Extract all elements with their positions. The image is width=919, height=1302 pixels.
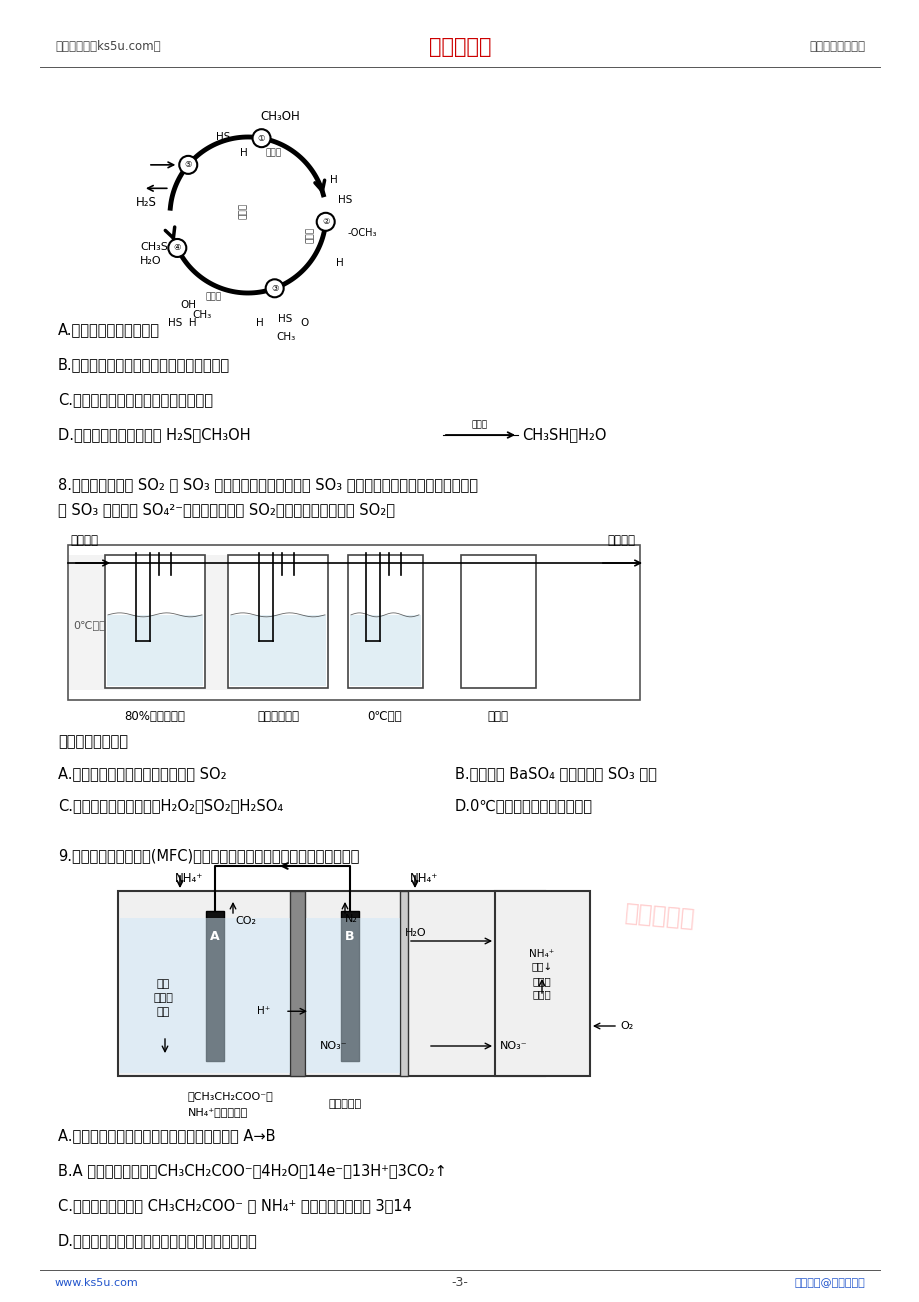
Text: H: H — [335, 258, 344, 268]
Text: CH₃OH: CH₃OH — [260, 111, 300, 124]
Text: www.ks5u.com: www.ks5u.com — [55, 1279, 139, 1288]
Text: CH₃: CH₃ — [192, 310, 211, 320]
Bar — [118, 891, 544, 1075]
Circle shape — [316, 212, 335, 230]
Text: 收 SO₃ 并转化为 SO₄²⁻，也可溶解少量 SO₂。实验中应尽快除去 SO₂。: 收 SO₃ 并转化为 SO₄²⁻，也可溶解少量 SO₂。实验中应尽快除去 SO₂… — [58, 503, 394, 517]
Text: H: H — [240, 148, 247, 158]
Circle shape — [266, 280, 283, 297]
Bar — [341, 911, 358, 1061]
Text: HS: HS — [337, 195, 352, 204]
Text: D.移去质子交换膜，可提高厌氧微生物电极的性能: D.移去质子交换膜，可提高厌氧微生物电极的性能 — [58, 1233, 257, 1249]
Text: ④: ④ — [174, 243, 181, 253]
Text: ②: ② — [322, 217, 329, 227]
Text: 9.利用微生物燃料电池(MFC)处理氨氮废水原理如图。下列叙述正确的是: 9.利用微生物燃料电池(MFC)处理氨氮废水原理如图。下列叙述正确的是 — [58, 849, 359, 863]
Circle shape — [253, 129, 270, 147]
Text: H: H — [330, 174, 337, 185]
Text: 高考资源网（ks5u.com）: 高考资源网（ks5u.com） — [55, 40, 161, 53]
Text: B.A 极的电极反应式：CH₃CH₂COO⁻＋4H₂O－14e⁻＝13H⁺＋3CO₂↑: B.A 极的电极反应式：CH₃CH₂COO⁻＋4H₂O－14e⁻＝13H⁺＋3C… — [58, 1164, 447, 1178]
Text: 含CH₃CH₂COO⁻和: 含CH₃CH₂COO⁻和 — [187, 1091, 274, 1101]
Text: CH₃: CH₃ — [276, 332, 295, 342]
Bar — [230, 615, 325, 686]
Text: H₂O: H₂O — [140, 256, 162, 266]
Text: 干燥剂: 干燥剂 — [487, 710, 508, 723]
Text: 催化剂: 催化剂 — [305, 227, 314, 242]
Text: -3-: -3- — [451, 1276, 468, 1289]
Text: B: B — [345, 930, 355, 943]
Text: B.通过测定 BaSO₄ 的质量检测 SO₃ 含量: B.通过测定 BaSO₄ 的质量检测 SO₃ 含量 — [455, 767, 656, 781]
Text: HS  H: HS H — [168, 318, 197, 328]
Text: OH: OH — [180, 299, 196, 310]
Bar — [400, 891, 407, 1075]
Text: A.用空气吹出异丙醇溶液中溶解的 SO₂: A.用空气吹出异丙醇溶液中溶解的 SO₂ — [58, 767, 226, 781]
Text: 质子交换膜: 质子交换膜 — [328, 1099, 361, 1109]
Circle shape — [168, 240, 187, 256]
Text: 厌氧
微生物
电极: 厌氧 微生物 电极 — [153, 979, 173, 1017]
Bar — [347, 555, 423, 687]
Text: CO₂: CO₂ — [234, 917, 255, 926]
Text: 0℃冰浴: 0℃冰浴 — [73, 620, 106, 630]
Text: 烟气出口: 烟气出口 — [607, 534, 634, 547]
Bar — [289, 891, 305, 1075]
Circle shape — [179, 156, 197, 174]
Text: D.0℃冰浴可减少异丙醇的挥发: D.0℃冰浴可减少异丙醇的挥发 — [455, 798, 593, 814]
Text: 高考资源网: 高考资源网 — [428, 36, 491, 57]
Bar — [105, 555, 205, 687]
Text: H₂O: H₂O — [404, 928, 426, 937]
Bar — [119, 918, 289, 1073]
Text: C.该过程中涉及到反应：H₂O₂＋SO₂＝H₂SO₄: C.该过程中涉及到反应：H₂O₂＋SO₂＝H₂SO₄ — [58, 798, 283, 814]
Bar — [206, 911, 223, 1061]
Text: O₂: O₂ — [619, 1021, 632, 1031]
Text: 催化剂: 催化剂 — [238, 203, 247, 219]
Text: H₂S: H₂S — [136, 197, 157, 210]
Text: NH₄⁺的中性废水: NH₄⁺的中性废水 — [187, 1107, 248, 1117]
Text: 下列说法错误的是: 下列说法错误的是 — [58, 734, 128, 750]
Bar — [69, 555, 239, 690]
Text: A.甲硫醇的沸点比甲醇低: A.甲硫醇的沸点比甲醇低 — [58, 323, 160, 337]
Bar — [460, 555, 536, 687]
Text: CH₃SH: CH₃SH — [140, 242, 176, 253]
Text: ①: ① — [257, 134, 265, 143]
Bar — [349, 615, 421, 686]
Text: 您身边的高考专家: 您身边的高考专家 — [808, 40, 864, 53]
Text: HS: HS — [216, 132, 230, 142]
Text: 催化剂: 催化剂 — [206, 293, 221, 302]
Text: 高考资源网: 高考资源网 — [623, 901, 696, 931]
Text: 版权所有@高考资源网: 版权所有@高考资源网 — [793, 1279, 864, 1288]
Text: H⁺: H⁺ — [256, 1006, 269, 1017]
Text: 8.燃煤烟气中含有 SO₂ 和 SO₃ 等物质，用如图装置测定 SO₃ 含量。已知异丙醇溶液可选择性吸: 8.燃煤烟气中含有 SO₂ 和 SO₃ 等物质，用如图装置测定 SO₃ 含量。已… — [58, 478, 478, 492]
Text: A.微生物燃料电池工作时外电路的电流方向为 A→B: A.微生物燃料电池工作时外电路的电流方向为 A→B — [58, 1129, 275, 1143]
Text: HS: HS — [278, 314, 292, 324]
Bar — [228, 555, 328, 687]
Text: 过氧化氢溶液: 过氧化氢溶液 — [256, 710, 299, 723]
Text: C.反应过程中涉及极性键的断裂和生成: C.反应过程中涉及极性键的断裂和生成 — [58, 392, 213, 408]
Text: NH₄⁺: NH₄⁺ — [175, 872, 203, 885]
Text: NH₄⁺
好氧↓
微生物
反应器: NH₄⁺ 好氧↓ 微生物 反应器 — [528, 949, 554, 999]
Text: 80%异丙醇溶液: 80%异丙醇溶液 — [124, 710, 186, 723]
Text: C.理论上参与反应的 CH₃CH₂COO⁻ 和 NH₄⁺ 的物质的量之比为 3：14: C.理论上参与反应的 CH₃CH₂COO⁻ 和 NH₄⁺ 的物质的量之比为 3：… — [58, 1199, 412, 1213]
Text: B.该催化剂可有效提高反应物的平衡转化率: B.该催化剂可有效提高反应物的平衡转化率 — [58, 358, 230, 372]
Text: D.该反应的化学方程式为 H₂S＋CH₃OH: D.该反应的化学方程式为 H₂S＋CH₃OH — [58, 427, 250, 443]
Text: ③: ③ — [270, 284, 278, 293]
Text: O: O — [300, 318, 308, 328]
Text: NO₃⁻: NO₃⁻ — [320, 1042, 347, 1051]
Text: 催化剂: 催化剂 — [266, 148, 282, 158]
Text: CH₃SH＋H₂O: CH₃SH＋H₂O — [521, 427, 606, 443]
Text: NO₃⁻: NO₃⁻ — [499, 1042, 528, 1051]
Text: H: H — [255, 318, 264, 328]
Text: 烟气入口: 烟气入口 — [70, 534, 98, 547]
Text: 0℃冰浴: 0℃冰浴 — [368, 710, 402, 723]
Text: A: A — [210, 930, 220, 943]
Bar — [494, 891, 589, 1075]
Text: ⑤: ⑤ — [185, 160, 192, 169]
Bar — [107, 615, 203, 686]
Bar — [306, 918, 400, 1073]
Text: NH₄⁺: NH₄⁺ — [410, 872, 437, 885]
Text: 催化剂: 催化剂 — [471, 421, 488, 430]
Text: -OCH₃: -OCH₃ — [347, 228, 377, 238]
Text: N₂: N₂ — [345, 914, 357, 924]
